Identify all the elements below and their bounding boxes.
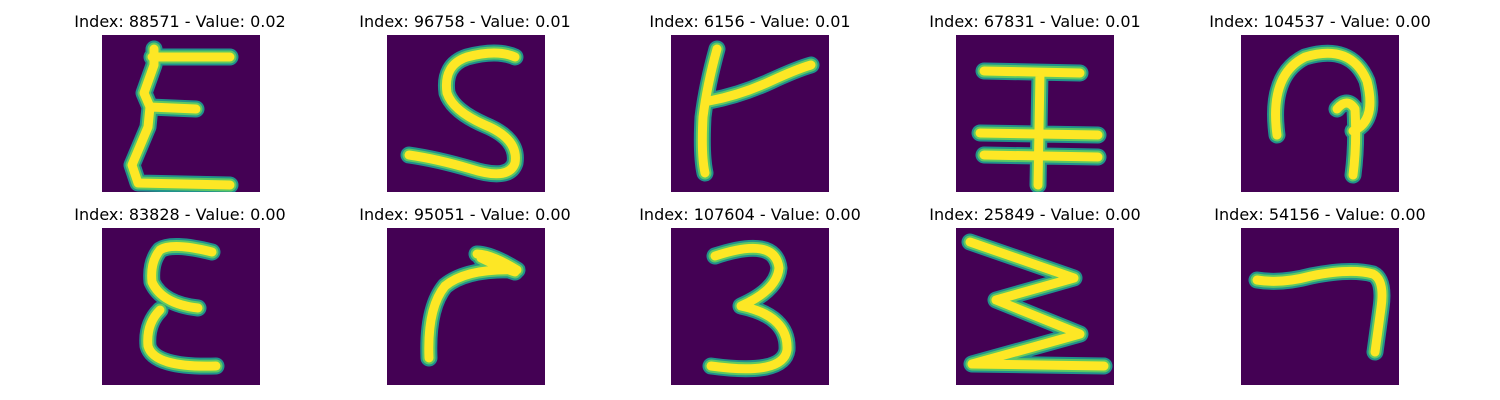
panel-6: Index: 83828 - Value: 0.00 — [30, 193, 330, 393]
panel-2: Index: 96758 - Value: 0.01 — [315, 0, 615, 200]
panel-9: Index: 25849 - Value: 0.00 — [885, 193, 1185, 393]
panel-5: Index: 104537 - Value: 0.00 — [1170, 0, 1470, 200]
glyph-image — [956, 35, 1114, 192]
glyph-image — [102, 35, 260, 192]
panel-4: Index: 67831 - Value: 0.01 — [885, 0, 1185, 200]
panel-title: Index: 95051 - Value: 0.00 — [359, 205, 571, 224]
glyph-image — [102, 228, 260, 385]
panel-title: Index: 25849 - Value: 0.00 — [929, 205, 1141, 224]
glyph-image — [956, 228, 1114, 385]
panel-title: Index: 107604 - Value: 0.00 — [639, 205, 861, 224]
panel-3: Index: 6156 - Value: 0.01 — [600, 0, 900, 200]
panel-title: Index: 96758 - Value: 0.01 — [359, 12, 571, 31]
panel-7: Index: 95051 - Value: 0.00 — [315, 193, 615, 393]
panel-title: Index: 6156 - Value: 0.01 — [649, 12, 851, 31]
panel-title: Index: 67831 - Value: 0.01 — [929, 12, 1141, 31]
glyph-image — [1241, 35, 1399, 192]
glyph-image — [671, 35, 829, 192]
glyph-image — [1241, 228, 1399, 385]
panel-title: Index: 88571 - Value: 0.02 — [74, 12, 286, 31]
glyph-image — [387, 228, 545, 385]
panel-title: Index: 104537 - Value: 0.00 — [1209, 12, 1431, 31]
panel-1: Index: 88571 - Value: 0.02 — [30, 0, 330, 200]
panel-8: Index: 107604 - Value: 0.00 — [600, 193, 900, 393]
panel-title: Index: 54156 - Value: 0.00 — [1214, 205, 1426, 224]
panel-title: Index: 83828 - Value: 0.00 — [74, 205, 286, 224]
panel-10: Index: 54156 - Value: 0.00 — [1170, 193, 1470, 393]
glyph-image — [671, 228, 829, 385]
glyph-image — [387, 35, 545, 192]
